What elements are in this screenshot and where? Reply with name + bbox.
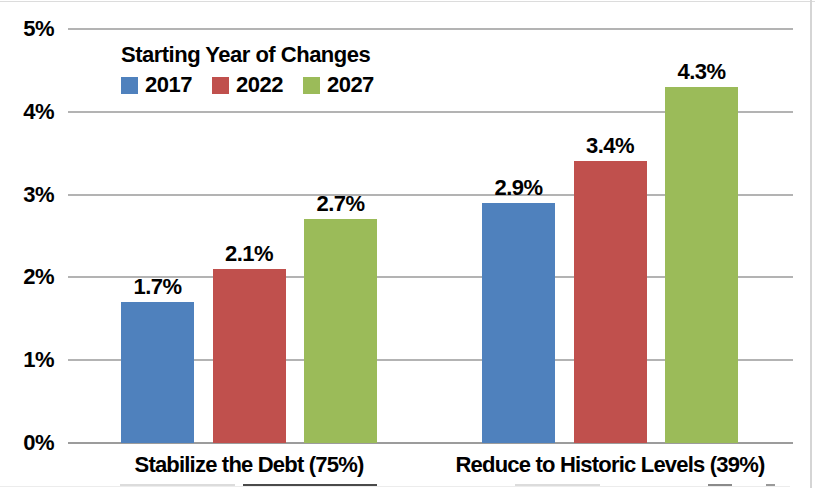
right-border-line xyxy=(810,0,812,488)
legend-swatch xyxy=(212,77,229,94)
y-tick-label: 0% xyxy=(0,431,54,455)
bar-value-label: 1.7% xyxy=(102,275,214,299)
remnant-segment xyxy=(0,486,790,487)
legend-swatch xyxy=(121,77,138,94)
bar-chart: 0% 1% 2% 3% 4% 5% 1.7% 2.1% 2.7% 2.9% 3.4% 4.3% St… xyxy=(0,0,815,488)
y-tick-label: 5% xyxy=(0,17,54,41)
cropped-bottom-remnant xyxy=(0,483,815,488)
category-label: Stabilize the Debt (75%) xyxy=(69,452,429,478)
bar xyxy=(574,161,647,443)
gridline xyxy=(68,28,793,30)
bar-value-label: 3.4% xyxy=(554,134,666,158)
bar-value-label: 2.1% xyxy=(193,242,305,266)
bar xyxy=(304,219,377,443)
bar xyxy=(482,203,555,443)
legend-items: 2017 2022 2027 xyxy=(121,73,374,97)
legend-item-label: 2027 xyxy=(327,73,374,97)
category-label: Reduce to Historic Levels (39%) xyxy=(430,452,790,478)
legend-title: Starting Year of Changes xyxy=(121,42,374,68)
y-tick-label: 2% xyxy=(0,265,54,289)
y-tick-label: 1% xyxy=(0,348,54,372)
legend-item: 2027 xyxy=(303,73,374,97)
bar xyxy=(213,269,286,443)
legend-item: 2017 xyxy=(121,73,192,97)
cropped-title-remnant xyxy=(0,1,815,2)
legend-swatch xyxy=(303,77,320,94)
legend-item-label: 2022 xyxy=(236,73,283,97)
y-tick-label: 3% xyxy=(0,183,54,207)
legend-item-label: 2017 xyxy=(145,73,192,97)
legend-item: 2022 xyxy=(212,73,283,97)
bar xyxy=(665,87,738,443)
y-tick-label: 4% xyxy=(0,100,54,124)
legend: Starting Year of Changes 2017 2022 2027 xyxy=(121,42,374,97)
bar xyxy=(121,302,194,443)
bar-value-label: 4.3% xyxy=(646,60,758,84)
bar-value-label: 2.9% xyxy=(463,176,575,200)
bar-value-label: 2.7% xyxy=(285,192,397,216)
